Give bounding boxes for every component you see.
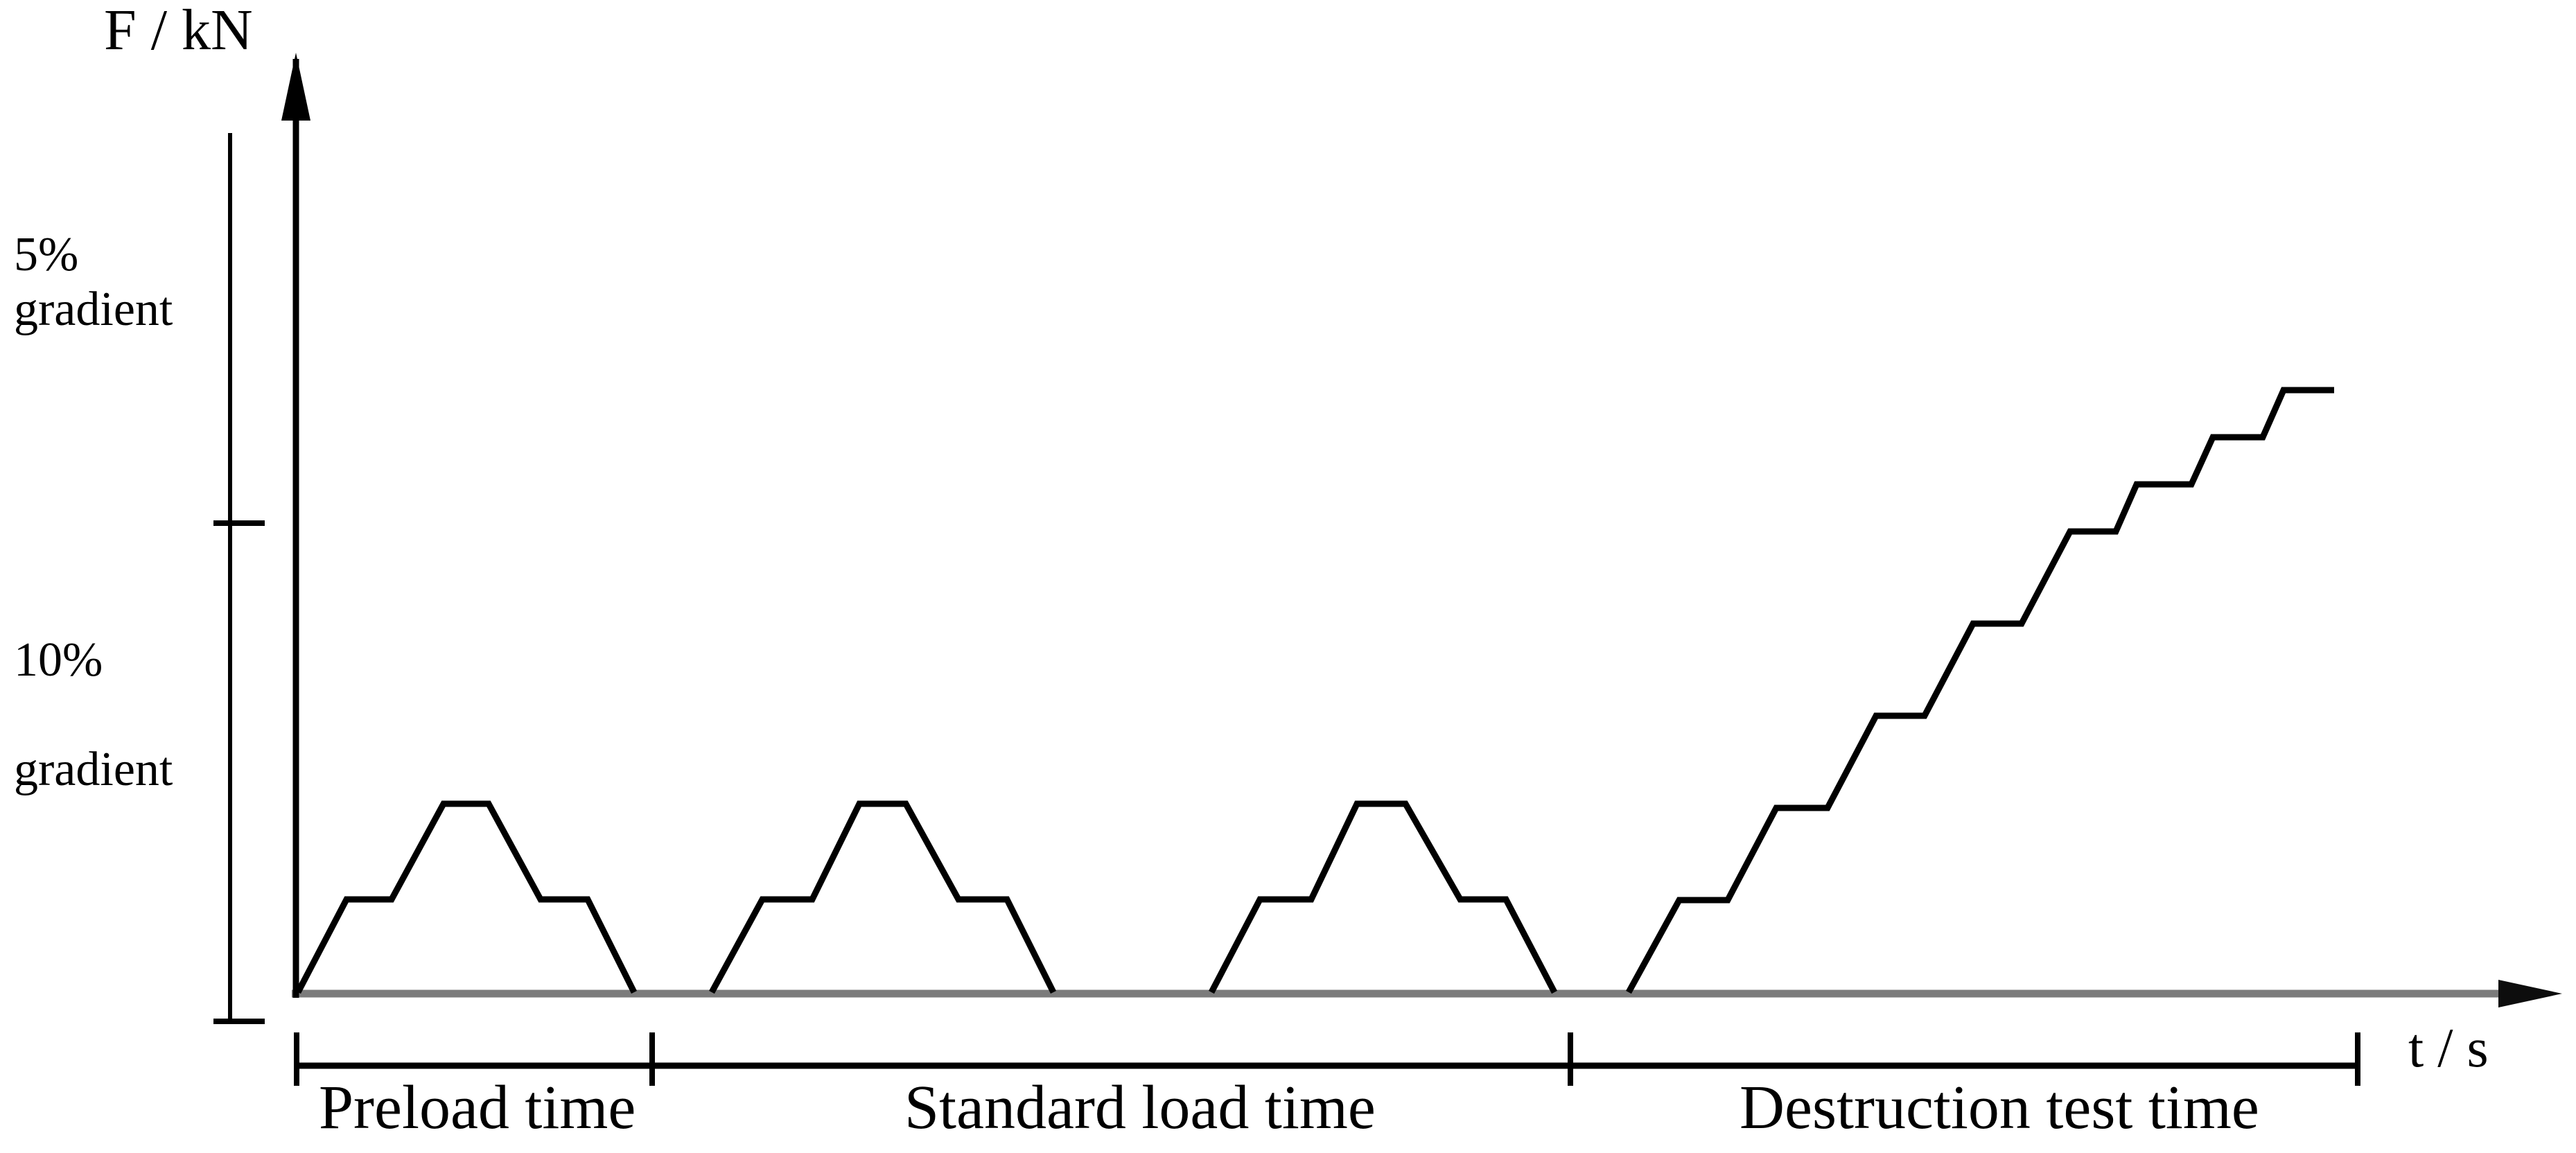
section-label-preload: Preload time — [319, 1073, 636, 1142]
gradient-10-value: 10% — [14, 633, 103, 687]
curve-standard-load-cycle-3 — [1209, 800, 1557, 994]
x-axis-title: t / s — [2408, 1018, 2489, 1079]
section-label-destruction: Destruction test time — [1740, 1073, 2259, 1142]
gradient-5-word: gradient — [14, 283, 173, 336]
gradient-5-value: 5% — [14, 228, 79, 281]
x-axis-arrowhead-icon — [2498, 980, 2562, 1007]
curve-preload-cycle-1 — [295, 800, 638, 994]
y-axis-title: F / kN — [104, 0, 253, 62]
y-axis-arrowhead-icon — [281, 53, 310, 121]
gradient-10-word: gradient — [14, 743, 173, 796]
curve-standard-load-cycle-2 — [709, 800, 1057, 994]
curve-destruction-staircase — [1626, 387, 2334, 994]
section-label-standard: Standard load time — [904, 1073, 1376, 1142]
